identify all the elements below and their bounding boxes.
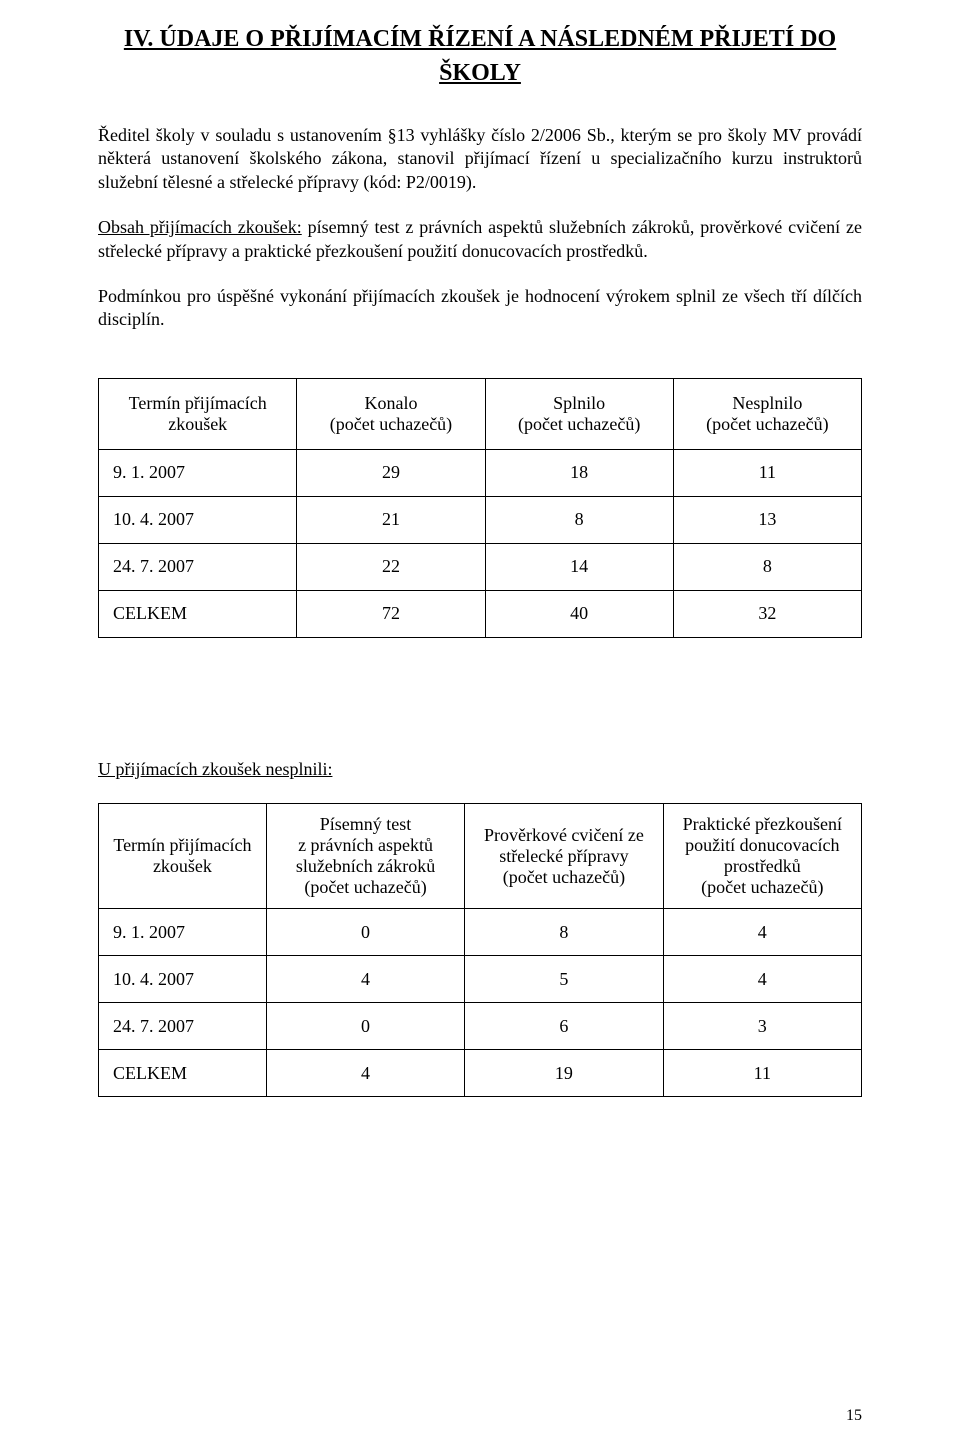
td-pisemny: 0 xyxy=(266,1003,464,1050)
td-splnilo: 8 xyxy=(485,496,673,543)
th-text: střelecké přípravy xyxy=(499,846,628,866)
th-nesplnilo: Nesplnilo (počet uchazečů) xyxy=(673,378,861,449)
table-header-row: Termín přijímacích zkoušek Konalo (počet… xyxy=(99,378,862,449)
th-text: prostředků xyxy=(724,856,801,876)
th-text: z právních aspektů xyxy=(298,835,433,855)
th-text: Písemný test xyxy=(320,814,412,834)
th-termin: Termín přijímacích zkoušek xyxy=(99,378,297,449)
th-text: (počet uchazečů) xyxy=(503,867,625,887)
th-text: zkoušek xyxy=(153,856,212,876)
table-header-row: Termín přijímacích zkoušek Písemný test … xyxy=(99,804,862,909)
td-splnilo: 40 xyxy=(485,590,673,637)
section-title-line1: IV. ÚDAJE O PŘIJÍMACÍM ŘÍZENÍ A NÁSLEDNÉ… xyxy=(98,24,862,54)
th-text: (počet uchazečů) xyxy=(304,877,426,897)
td-nesplnilo: 8 xyxy=(673,543,861,590)
paragraph-obsah-label: Obsah přijímacích zkoušek: xyxy=(98,217,302,237)
section-title-line2: ŠKOLY xyxy=(98,58,862,88)
paragraph-podminka: Podmínkou pro úspěšné vykonání přijímací… xyxy=(98,285,862,332)
td-termin: CELKEM xyxy=(99,1050,267,1097)
th-proverkove-cviceni: Prověrkové cvičení ze střelecké přípravy… xyxy=(465,804,663,909)
td-prakticke: 4 xyxy=(663,909,861,956)
td-nesplnilo: 32 xyxy=(673,590,861,637)
td-termin: CELKEM xyxy=(99,590,297,637)
table-row-total: CELKEM 72 40 32 xyxy=(99,590,862,637)
td-proverkove: 6 xyxy=(465,1003,663,1050)
th-termin: Termín přijímacích zkoušek xyxy=(99,804,267,909)
th-text: Prověrkové cvičení ze xyxy=(484,825,644,845)
td-termin: 10. 4. 2007 xyxy=(99,956,267,1003)
td-pisemny: 4 xyxy=(266,1050,464,1097)
td-termin: 9. 1. 2007 xyxy=(99,909,267,956)
th-pisemny-test: Písemný test z právních aspektů služební… xyxy=(266,804,464,909)
th-splnilo: Splnilo (počet uchazečů) xyxy=(485,378,673,449)
table-row: 24. 7. 2007 22 14 8 xyxy=(99,543,862,590)
td-proverkove: 8 xyxy=(465,909,663,956)
th-text: Nesplnilo xyxy=(732,393,802,413)
td-splnilo: 14 xyxy=(485,543,673,590)
table-failed-breakdown: Termín přijímacích zkoušek Písemný test … xyxy=(98,803,862,1097)
td-proverkove: 19 xyxy=(465,1050,663,1097)
td-termin: 9. 1. 2007 xyxy=(99,449,297,496)
th-text: (počet uchazečů) xyxy=(701,877,823,897)
table-row: 9. 1. 2007 0 8 4 xyxy=(99,909,862,956)
td-pisemny: 4 xyxy=(266,956,464,1003)
td-konalo: 29 xyxy=(297,449,485,496)
th-konalo: Konalo (počet uchazečů) xyxy=(297,378,485,449)
table-row-total: CELKEM 4 19 11 xyxy=(99,1050,862,1097)
page-number: 15 xyxy=(846,1407,862,1425)
table-row: 24. 7. 2007 0 6 3 xyxy=(99,1003,862,1050)
th-text: Praktické přezkoušení xyxy=(683,814,842,834)
th-text: služebních zákroků xyxy=(296,856,435,876)
table-exam-results: Termín přijímacích zkoušek Konalo (počet… xyxy=(98,378,862,638)
page: IV. ÚDAJE O PŘIJÍMACÍM ŘÍZENÍ A NÁSLEDNÉ… xyxy=(0,0,960,1453)
th-text: Konalo xyxy=(364,393,417,413)
td-termin: 10. 4. 2007 xyxy=(99,496,297,543)
th-text: Termín přijímacích xyxy=(113,835,251,855)
paragraph-obsah: Obsah přijímacích zkoušek: písemný test … xyxy=(98,216,862,263)
td-konalo: 72 xyxy=(297,590,485,637)
th-text: Splnilo xyxy=(553,393,605,413)
th-text: (počet uchazečů) xyxy=(330,414,452,434)
th-text: Termín přijímacích xyxy=(129,393,267,413)
td-pisemny: 0 xyxy=(266,909,464,956)
th-text: zkoušek xyxy=(168,414,227,434)
th-text: použití donucovacích xyxy=(685,835,839,855)
table-row: 9. 1. 2007 29 18 11 xyxy=(99,449,862,496)
th-text: (počet uchazečů) xyxy=(518,414,640,434)
paragraph-intro: Ředitel školy v souladu s ustanovením §1… xyxy=(98,124,862,194)
td-nesplnilo: 11 xyxy=(673,449,861,496)
table-row: 10. 4. 2007 21 8 13 xyxy=(99,496,862,543)
td-konalo: 21 xyxy=(297,496,485,543)
td-prakticke: 4 xyxy=(663,956,861,1003)
td-termin: 24. 7. 2007 xyxy=(99,1003,267,1050)
td-nesplnilo: 13 xyxy=(673,496,861,543)
td-konalo: 22 xyxy=(297,543,485,590)
th-text: (počet uchazečů) xyxy=(706,414,828,434)
td-splnilo: 18 xyxy=(485,449,673,496)
td-prakticke: 11 xyxy=(663,1050,861,1097)
td-termin: 24. 7. 2007 xyxy=(99,543,297,590)
table-row: 10. 4. 2007 4 5 4 xyxy=(99,956,862,1003)
subheading-nesplnili: U přijímacích zkoušek nesplnili: xyxy=(98,758,862,781)
th-prakticke-prezkouseni: Praktické přezkoušení použití donucovací… xyxy=(663,804,861,909)
td-prakticke: 3 xyxy=(663,1003,861,1050)
td-proverkove: 5 xyxy=(465,956,663,1003)
